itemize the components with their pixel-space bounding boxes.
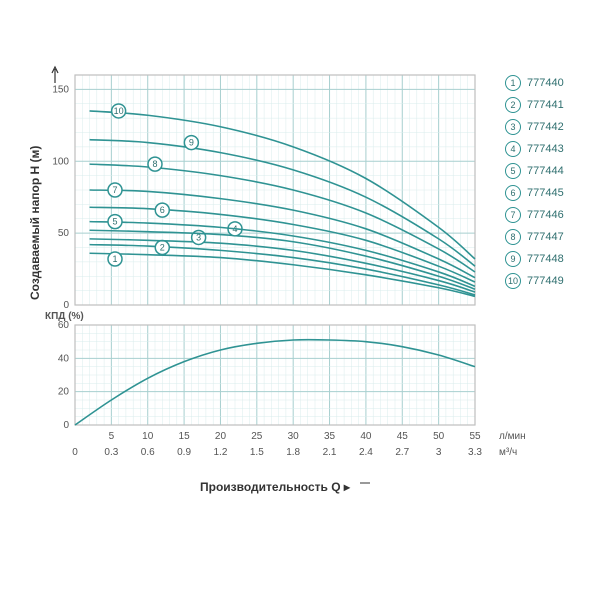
legend-number-icon: 4: [505, 141, 521, 157]
legend-code: 777441: [527, 99, 564, 111]
legend-code: 777448: [527, 253, 564, 265]
svg-text:0: 0: [63, 420, 69, 431]
svg-text:8: 8: [152, 159, 157, 169]
legend-item: 6 777445: [505, 185, 564, 201]
svg-text:35: 35: [324, 431, 336, 442]
svg-text:40: 40: [58, 353, 70, 364]
legend-number-icon: 3: [505, 119, 521, 135]
svg-text:1.2: 1.2: [214, 447, 228, 458]
legend-number-icon: 2: [505, 97, 521, 113]
pump-chart-page: Создаваемый напор Н (м) Производительнос…: [0, 0, 600, 600]
legend-code: 777445: [527, 187, 564, 199]
legend-code: 777449: [527, 275, 564, 287]
svg-text:0.6: 0.6: [141, 447, 155, 458]
svg-text:40: 40: [360, 431, 372, 442]
legend-code: 777440: [527, 77, 564, 89]
legend: 1 777440 2 777441 3 777442 4 777443 5 777444 6 7774…: [505, 75, 564, 295]
legend-number-icon: 7: [505, 207, 521, 223]
svg-text:7: 7: [112, 185, 117, 195]
svg-text:2.1: 2.1: [323, 447, 337, 458]
svg-text:0.9: 0.9: [177, 447, 191, 458]
legend-number-icon: 1: [505, 75, 521, 91]
svg-text:30: 30: [288, 431, 300, 442]
legend-item: 1 777440: [505, 75, 564, 91]
svg-text:л/мин: л/мин: [499, 431, 526, 442]
svg-text:50: 50: [433, 431, 445, 442]
svg-text:КПД (%): КПД (%): [45, 311, 84, 322]
svg-text:1: 1: [112, 254, 117, 264]
svg-text:3.3: 3.3: [468, 447, 482, 458]
legend-code: 777442: [527, 121, 564, 133]
legend-item: 9 777448: [505, 251, 564, 267]
svg-text:150: 150: [52, 84, 69, 95]
svg-text:3: 3: [436, 447, 442, 458]
svg-text:10: 10: [142, 431, 154, 442]
svg-text:20: 20: [215, 431, 227, 442]
svg-text:55: 55: [469, 431, 481, 442]
svg-text:25: 25: [251, 431, 263, 442]
legend-code: 777443: [527, 143, 564, 155]
svg-text:20: 20: [58, 387, 70, 398]
svg-text:0: 0: [63, 300, 69, 311]
legend-code: 777447: [527, 231, 564, 243]
legend-number-icon: 5: [505, 163, 521, 179]
legend-number-icon: 9: [505, 251, 521, 267]
svg-text:1.8: 1.8: [286, 447, 300, 458]
svg-text:9: 9: [189, 138, 194, 148]
svg-text:2.7: 2.7: [395, 447, 409, 458]
legend-number-icon: 6: [505, 185, 521, 201]
legend-code: 777444: [527, 165, 564, 177]
svg-text:1.5: 1.5: [250, 447, 264, 458]
svg-text:15: 15: [179, 431, 191, 442]
legend-number-icon: 10: [505, 273, 521, 289]
svg-text:100: 100: [52, 156, 69, 167]
legend-item: 7 777446: [505, 207, 564, 223]
svg-text:50: 50: [58, 228, 70, 239]
svg-text:6: 6: [160, 205, 165, 215]
legend-item: 4 777443: [505, 141, 564, 157]
legend-item: 5 777444: [505, 163, 564, 179]
legend-item: 8 777447: [505, 229, 564, 245]
legend-code: 777446: [527, 209, 564, 221]
svg-text:5: 5: [112, 217, 117, 227]
svg-text:2: 2: [160, 243, 165, 253]
svg-text:0: 0: [72, 447, 78, 458]
svg-text:10: 10: [114, 106, 124, 116]
legend-item: 2 777441: [505, 97, 564, 113]
svg-text:2.4: 2.4: [359, 447, 373, 458]
top-chart-y-title: Создаваемый напор Н (м): [28, 146, 42, 300]
svg-text:0.3: 0.3: [104, 447, 118, 458]
svg-text:45: 45: [397, 431, 409, 442]
svg-text:5: 5: [109, 431, 115, 442]
svg-text:м³/ч: м³/ч: [499, 447, 517, 458]
legend-item: 10 777449: [505, 273, 564, 289]
x-axis-title: Производительность Q ▸: [200, 480, 350, 494]
legend-number-icon: 8: [505, 229, 521, 245]
legend-item: 3 777442: [505, 119, 564, 135]
